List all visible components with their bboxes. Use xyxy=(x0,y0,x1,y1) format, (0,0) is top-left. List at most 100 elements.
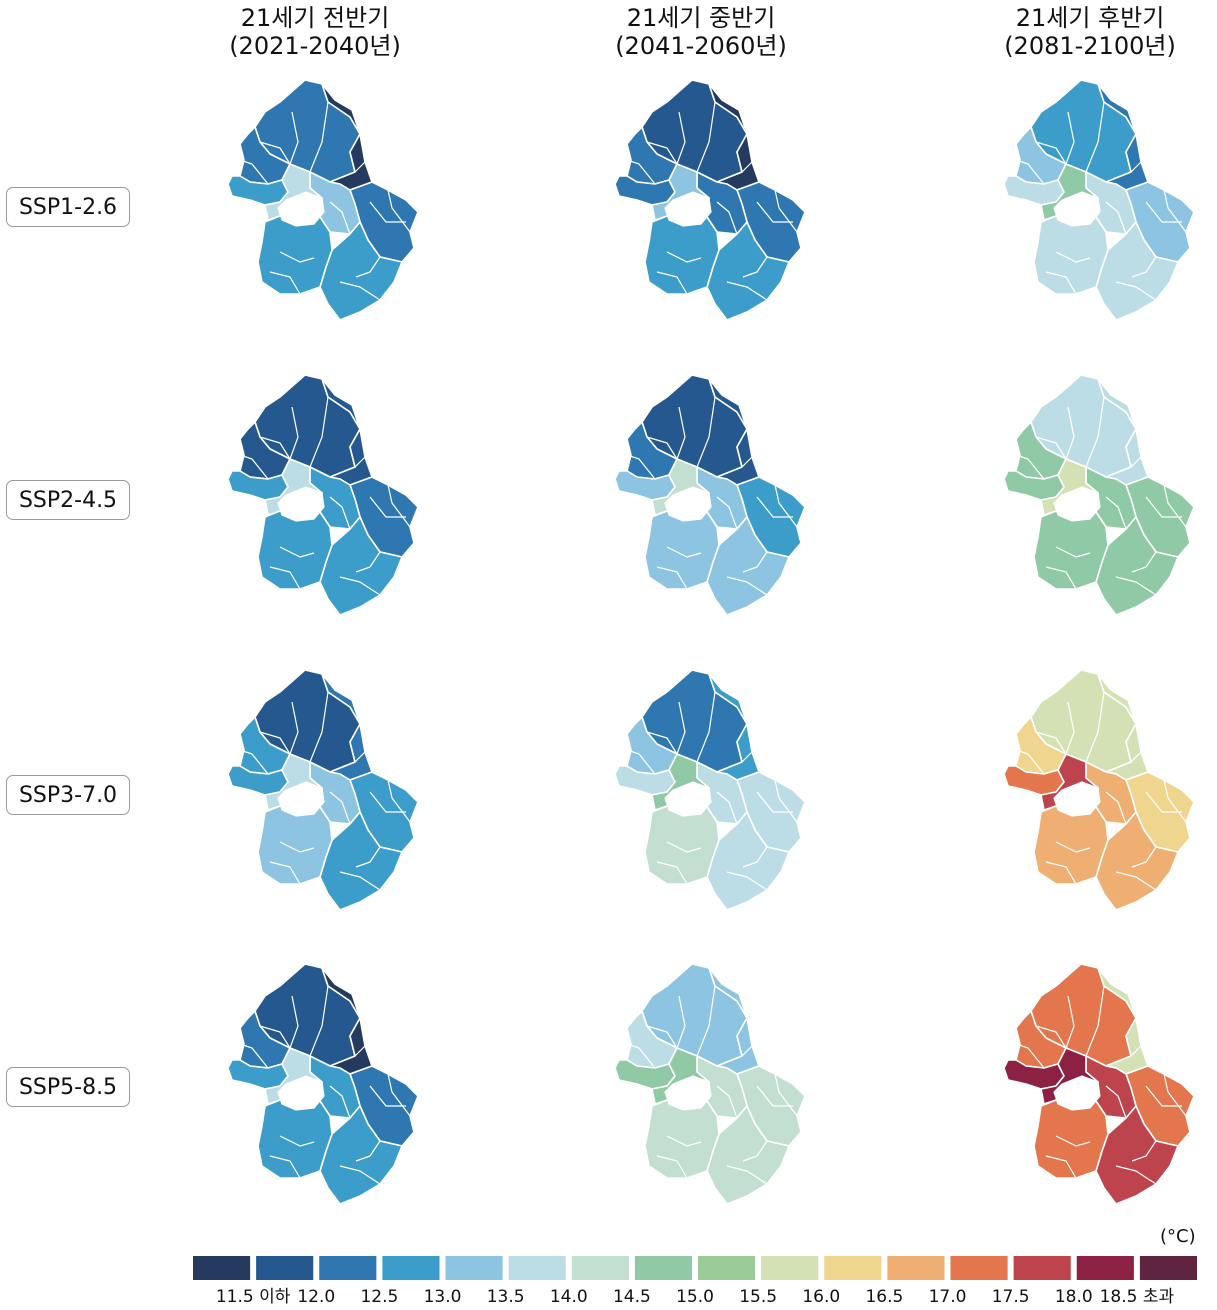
map-ssp5-early xyxy=(210,956,440,1218)
district-border xyxy=(726,1165,768,1185)
legend-swatch xyxy=(256,1256,314,1280)
district-border xyxy=(1045,271,1077,295)
region-sw xyxy=(1033,1099,1109,1179)
seoul-hole xyxy=(664,781,712,817)
district-border xyxy=(339,871,381,891)
region-sw xyxy=(1033,805,1109,885)
district-border xyxy=(1130,751,1142,763)
district-border xyxy=(1055,546,1091,558)
district-border xyxy=(289,406,299,460)
district-border xyxy=(741,161,753,173)
seoul-hole xyxy=(664,1075,712,1111)
map-ssp1-late xyxy=(986,72,1216,334)
district-border xyxy=(676,111,686,165)
district-border xyxy=(742,551,768,573)
choropleth-map xyxy=(227,79,419,321)
district-border xyxy=(387,1073,411,1117)
district-border xyxy=(742,1140,768,1162)
legend-swatch xyxy=(1076,1256,1134,1280)
district-border xyxy=(741,751,753,763)
choropleth-map xyxy=(1003,669,1195,911)
district-border xyxy=(1163,1073,1187,1117)
legend-tick-label: 15.5 xyxy=(739,1287,777,1307)
map-ssp3-late xyxy=(986,662,1216,924)
district-border xyxy=(1115,871,1157,891)
legend-swatch xyxy=(950,1256,1008,1280)
district-border xyxy=(369,1085,406,1107)
column-header-mid: 21세기 중반기 (2041-2060년) xyxy=(551,4,851,60)
district-border xyxy=(1163,484,1187,528)
choropleth-map xyxy=(1003,374,1195,616)
map-ssp1-mid xyxy=(597,72,827,334)
district-border xyxy=(716,201,738,235)
seoul-hole xyxy=(1053,191,1101,227)
legend-tick-label: 14.5 xyxy=(613,1287,651,1307)
legend-swatch xyxy=(824,1256,882,1280)
choropleth-map xyxy=(227,963,419,1205)
district-border xyxy=(726,576,768,596)
region-sw xyxy=(257,805,333,885)
district-border xyxy=(1055,841,1091,853)
legend-svg: 11.5 이하 12.0 12.5 13.0 13.5 14.0 14.5 15.0 15.5 1… xyxy=(193,1256,1197,1307)
district-border xyxy=(355,551,381,573)
district-border xyxy=(1131,256,1157,278)
legend-unit: (°C) xyxy=(1160,1226,1196,1247)
district-border xyxy=(656,271,688,295)
legend-swatch xyxy=(445,1256,503,1280)
district-border xyxy=(756,496,793,518)
district-border xyxy=(239,454,269,480)
region-sw xyxy=(644,805,720,885)
row-label-ssp3: SSP3-7.0 xyxy=(6,775,130,815)
district-border xyxy=(626,1043,656,1069)
district-border xyxy=(369,496,406,518)
legend-tick-label: 17.5 xyxy=(992,1287,1030,1307)
column-header-title: 21세기 중반기 xyxy=(626,4,776,32)
district-border xyxy=(1035,731,1067,755)
district-border xyxy=(1065,701,1075,755)
district-border xyxy=(1055,251,1091,263)
district-border xyxy=(309,396,329,468)
legend-swatch xyxy=(1013,1256,1071,1280)
district-border xyxy=(1163,189,1187,233)
district-border xyxy=(774,189,798,233)
seoul-hole xyxy=(277,1075,325,1111)
column-header-late: 21세기 후반기 (2081-2100년) xyxy=(940,4,1217,60)
district-border xyxy=(355,846,381,868)
district-border xyxy=(309,691,329,763)
legend-tick-label: 12.0 xyxy=(297,1287,335,1307)
district-border xyxy=(289,995,299,1049)
legend-tick-label: 12.5 xyxy=(360,1287,398,1307)
district-border xyxy=(1131,846,1157,868)
district-border xyxy=(279,546,315,558)
seoul-hole xyxy=(277,781,325,817)
district-border xyxy=(269,566,301,590)
district-border xyxy=(741,1045,753,1057)
row-label-ssp2: SSP2-4.5 xyxy=(6,480,130,520)
district-border xyxy=(1131,551,1157,573)
choropleth-map xyxy=(614,79,806,321)
district-border xyxy=(1035,141,1067,165)
district-border xyxy=(726,281,768,301)
legend-swatch xyxy=(1139,1256,1197,1280)
legend-tick-label: 11.5 이하 xyxy=(216,1287,291,1307)
district-border xyxy=(339,1165,381,1185)
district-border xyxy=(354,161,366,173)
map-ssp2-late xyxy=(986,367,1216,629)
district-border xyxy=(696,985,716,1057)
district-border xyxy=(626,159,656,185)
district-border xyxy=(354,751,366,763)
district-border xyxy=(269,1155,301,1179)
legend-swatch xyxy=(382,1256,440,1280)
district-border xyxy=(774,1073,798,1117)
district-border xyxy=(387,189,411,233)
district-border xyxy=(339,576,381,596)
district-border xyxy=(696,396,716,468)
district-border xyxy=(387,484,411,528)
legend-tick-label: 14.0 xyxy=(550,1287,588,1307)
district-border xyxy=(646,1025,678,1049)
district-border xyxy=(656,566,688,590)
legend-swatch xyxy=(193,1256,251,1280)
district-border xyxy=(1131,1140,1157,1162)
district-border xyxy=(289,111,299,165)
region-sw xyxy=(1033,215,1109,295)
